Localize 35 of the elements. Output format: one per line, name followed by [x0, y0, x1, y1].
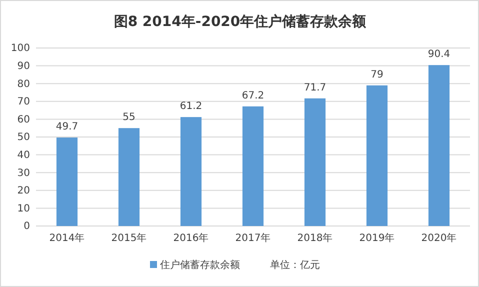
y-tick-label: 90 [17, 61, 30, 72]
text: 单位：亿元 [270, 259, 320, 271]
data-label: 55 [122, 112, 136, 124]
bar [242, 106, 264, 226]
data-label: 49.7 [56, 122, 78, 133]
x-tick-label: 2018年 [297, 232, 333, 244]
data-label: 90.4 [428, 49, 450, 60]
y-tick-label: 60 [17, 114, 30, 126]
bar [56, 138, 78, 226]
bar [118, 128, 140, 226]
x-tick-label: 2016年 [173, 232, 209, 244]
data-label: 67.2 [242, 90, 264, 102]
x-tick-label: 2015年 [111, 232, 147, 244]
data-label: 71.7 [304, 82, 326, 94]
bar [304, 98, 326, 226]
y-tick-label: 70 [17, 96, 30, 108]
x-tick-label: 2014年 [49, 232, 85, 244]
chart-title: 图8 2014年-2020年住户储蓄存款余额 [114, 13, 368, 30]
bar [366, 85, 388, 226]
y-tick-label: 100 [10, 43, 30, 54]
x-tick-label: 2019年 [359, 232, 395, 244]
data-label: 79 [370, 69, 384, 80]
data-label: 61.2 [180, 101, 202, 112]
x-tick-label: 2017年 [235, 232, 271, 244]
y-tick-label: 80 [17, 78, 30, 90]
y-tick-label: 20 [17, 186, 30, 197]
bar [428, 65, 450, 226]
y-tick-label: 30 [17, 168, 30, 179]
y-tick-label: 40 [17, 150, 30, 161]
y-tick-label: 10 [17, 203, 30, 214]
y-tick-label: 50 [17, 132, 30, 144]
x-tick-label: 2020年 [421, 232, 457, 244]
bar [180, 117, 202, 226]
y-tick-label: 0 [24, 221, 30, 232]
legend-label: 住户储蓄存款余额 [160, 259, 240, 271]
